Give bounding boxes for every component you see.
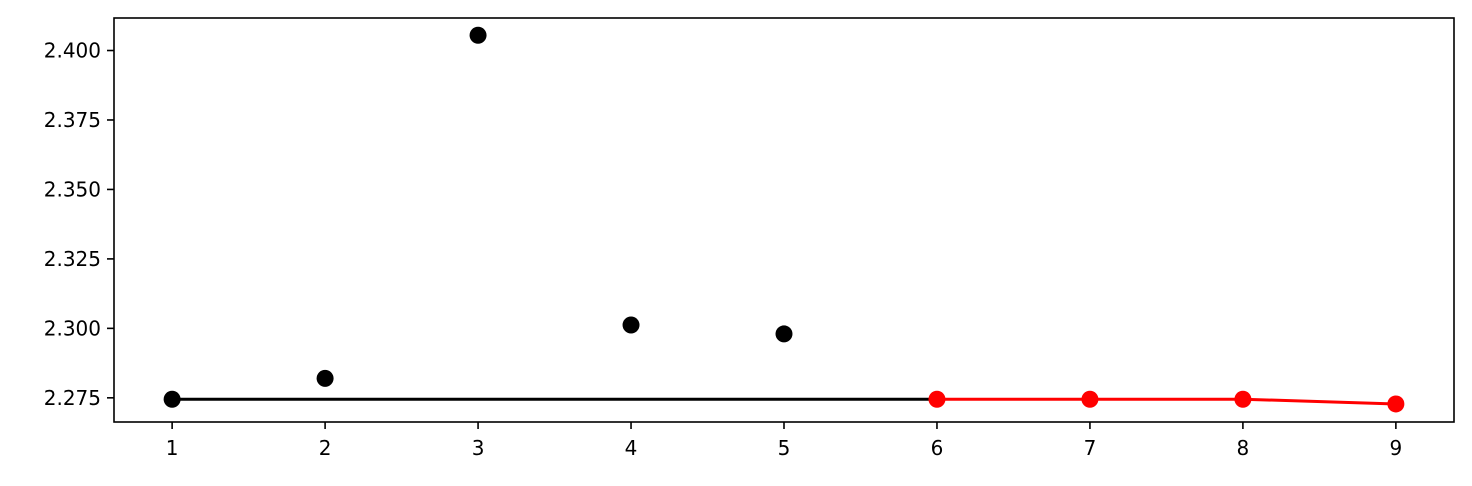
data-point [928,390,946,408]
plot-series [163,26,1405,413]
y-tick-label: 2.375 [44,108,101,132]
x-tick-label: 9 [1390,436,1403,460]
y-tick-label: 2.400 [44,39,101,63]
plot-frame [113,17,1455,423]
x-tick-label: 3 [472,436,485,460]
y-tick-label: 2.350 [44,177,101,201]
y-tick-label: 2.325 [44,247,101,271]
data-point [316,369,334,387]
x-tick-label: 1 [166,436,179,460]
data-point [1387,395,1405,413]
series-0 [163,26,793,408]
x-tick-label: 7 [1084,436,1097,460]
y-tick-label: 2.300 [44,316,101,340]
x-tick-label: 2 [319,436,332,460]
data-point [775,325,793,343]
data-point [1234,390,1252,408]
y-axis: 2.275 2.300 2.325 2.350 2.375 2.400 [44,39,114,410]
data-point [1081,390,1099,408]
data-point [469,26,487,44]
series-line [936,397,1396,406]
data-point [622,316,640,334]
x-tick-label: 5 [778,436,791,460]
x-tick-label: 6 [931,436,944,460]
series-2 [928,390,1405,413]
y-tick-label: 2.275 [44,386,101,410]
x-tick-label: 4 [625,436,638,460]
x-tick-label: 8 [1237,436,1250,460]
x-axis: 1 2 3 4 5 6 7 8 9 [166,422,1402,460]
